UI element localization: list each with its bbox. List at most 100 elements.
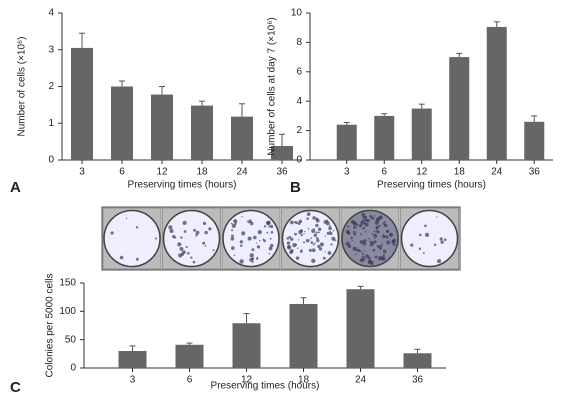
- colony: [378, 258, 381, 261]
- colony: [192, 260, 196, 264]
- panel-label: C: [10, 379, 21, 396]
- colony: [309, 239, 311, 241]
- colony: [369, 214, 372, 218]
- colony: [392, 238, 397, 242]
- x-tick-label: 18: [196, 167, 208, 178]
- colony: [381, 256, 386, 261]
- colony: [154, 237, 158, 240]
- colony: [437, 259, 442, 264]
- colony: [303, 233, 305, 235]
- colony: [312, 243, 315, 246]
- colony: [240, 244, 243, 247]
- colony: [239, 259, 244, 264]
- y-tick-label: 10: [291, 8, 303, 19]
- colony: [239, 240, 244, 244]
- bar: [271, 146, 293, 160]
- colony: [361, 252, 365, 256]
- bar: [346, 289, 375, 368]
- colony: [358, 224, 363, 228]
- colony: [269, 237, 272, 240]
- colony: [439, 237, 443, 241]
- colony: [306, 212, 311, 216]
- colony: [382, 233, 384, 235]
- colony: [241, 231, 246, 236]
- colony: [298, 219, 303, 224]
- colony: [295, 243, 298, 246]
- colony: [315, 218, 320, 223]
- colony: [326, 219, 329, 222]
- x-axis-label: Preserving times (hours): [211, 381, 320, 392]
- colony: [208, 227, 212, 231]
- colony: [249, 221, 254, 226]
- y-tick-label: 3: [48, 44, 54, 55]
- y-tick-label: 100: [59, 306, 76, 317]
- colony: [384, 220, 386, 223]
- colony: [377, 230, 380, 234]
- colony: [374, 255, 378, 259]
- colony: [246, 220, 248, 222]
- bar: [231, 116, 253, 160]
- bar: [524, 121, 545, 160]
- bar: [232, 323, 261, 368]
- colony: [367, 256, 371, 260]
- colony: [363, 221, 367, 225]
- colony: [251, 257, 255, 261]
- colony: [212, 249, 215, 252]
- colony: [185, 245, 188, 249]
- y-tick-label: 0: [70, 363, 76, 374]
- colony: [361, 255, 365, 259]
- colony: [389, 232, 394, 237]
- colony: [317, 244, 321, 249]
- colony: [317, 231, 320, 234]
- x-tick-label: 3: [130, 375, 136, 386]
- colony: [311, 228, 316, 233]
- y-tick-label: 0: [48, 155, 54, 166]
- dish: [103, 209, 161, 268]
- colony: [424, 232, 430, 237]
- colony: [418, 233, 422, 237]
- colony: [424, 224, 427, 228]
- colony: [289, 250, 293, 255]
- colony: [379, 246, 383, 250]
- colony: [256, 242, 258, 244]
- colony: [256, 245, 261, 249]
- y-tick-label: 1: [48, 118, 54, 129]
- colony: [376, 217, 380, 221]
- colony: [345, 229, 350, 234]
- x-tick-label: 24: [491, 167, 503, 178]
- colony: [168, 225, 173, 230]
- colony: [300, 249, 303, 252]
- colony: [269, 224, 274, 229]
- colony: [231, 229, 234, 232]
- colony: [193, 228, 197, 232]
- colony: [362, 219, 364, 221]
- colony: [362, 257, 366, 261]
- colony: [315, 223, 319, 228]
- colony: [317, 227, 322, 231]
- colony: [362, 227, 365, 230]
- colony: [202, 241, 206, 245]
- colony: [410, 243, 414, 247]
- x-tick-label: 18: [454, 167, 466, 178]
- colony: [268, 246, 273, 251]
- colony: [372, 248, 376, 252]
- colony: [373, 240, 377, 244]
- colony: [110, 231, 114, 235]
- colony: [257, 229, 262, 235]
- colony: [307, 228, 310, 230]
- bar: [411, 108, 432, 160]
- colony: [286, 237, 290, 240]
- colony: [381, 234, 386, 239]
- colony: [363, 250, 366, 252]
- colony: [311, 258, 316, 263]
- bar: [118, 351, 147, 368]
- colony: [355, 223, 359, 227]
- y-tick-label: 8: [296, 37, 302, 48]
- x-axis-label: Preserving times (hours): [128, 180, 237, 191]
- colony: [290, 220, 294, 225]
- colony: [251, 248, 255, 252]
- x-tick-label: 3: [79, 167, 85, 178]
- colony: [366, 219, 370, 223]
- colony: [311, 248, 316, 253]
- y-tick-label: 0: [296, 155, 302, 166]
